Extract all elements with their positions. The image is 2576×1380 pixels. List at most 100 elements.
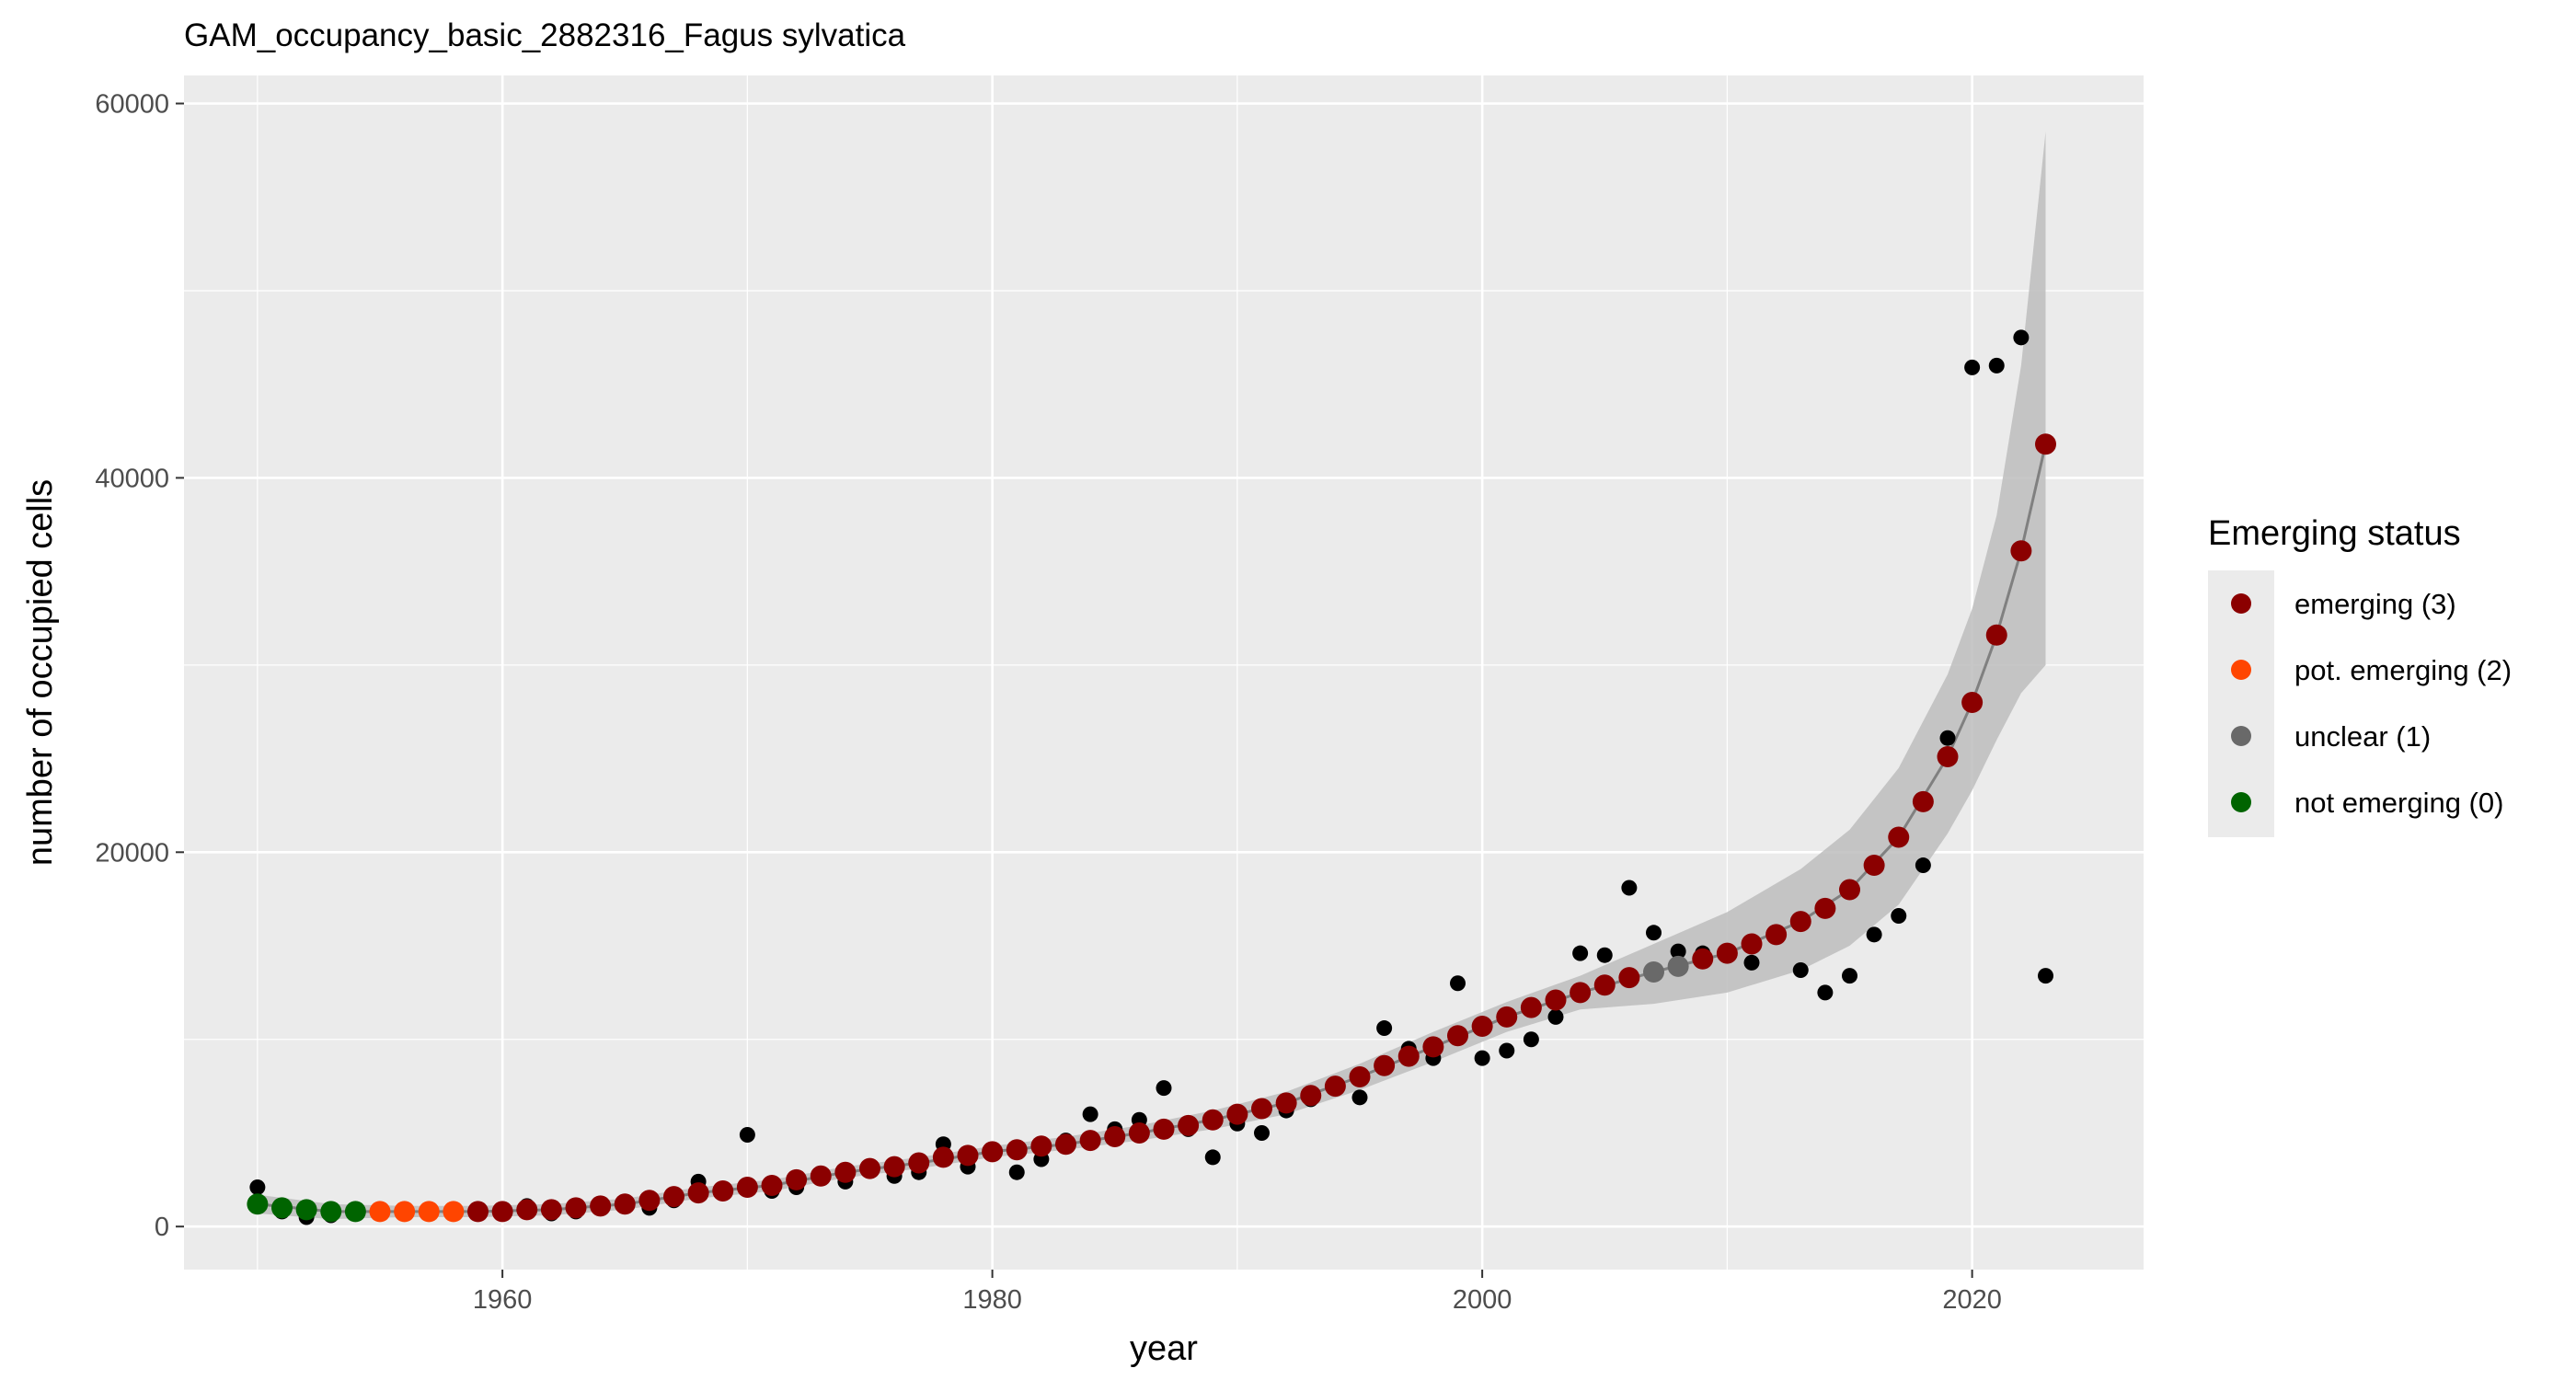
fitted-point — [1716, 942, 1738, 964]
fitted-point — [1667, 955, 1689, 977]
y-axis-title: number of occupied cells — [21, 479, 60, 866]
fitted-point — [1937, 746, 1959, 768]
observed-point — [1646, 925, 1662, 941]
y-tick-label: 20000 — [95, 838, 169, 868]
observed-point — [1156, 1080, 1172, 1097]
fitted-point — [614, 1193, 636, 1215]
fitted-point — [1789, 911, 1811, 933]
observed-point — [2013, 329, 2030, 346]
chart-title: GAM_occupancy_basic_2882316_Fagus sylvat… — [184, 17, 906, 53]
fitted-point — [418, 1201, 440, 1223]
legend-key-not-emerging — [2231, 792, 2251, 812]
fitted-point — [1496, 1006, 1518, 1028]
fitted-point — [344, 1201, 366, 1223]
fitted-point — [1104, 1126, 1126, 1148]
fitted-point — [1153, 1118, 1175, 1140]
fitted-point — [1814, 897, 1836, 919]
legend-key-emerging — [2231, 593, 2251, 614]
fitted-point — [590, 1195, 612, 1217]
observed-point — [739, 1127, 755, 1144]
fitted-point — [295, 1199, 317, 1221]
observed-point — [1376, 1020, 1393, 1037]
legend-label-not-emerging: not emerging (0) — [2294, 787, 2503, 819]
observed-point — [1891, 907, 1907, 924]
fitted-points-layer — [247, 433, 2056, 1223]
fitted-point — [1961, 692, 1984, 714]
fitted-point — [1324, 1075, 1346, 1098]
fitted-point — [540, 1199, 562, 1221]
legend-label-unclear: unclear (1) — [2294, 720, 2431, 753]
fitted-point — [810, 1165, 832, 1187]
observed-point — [1915, 857, 1931, 874]
fitted-point — [1397, 1045, 1420, 1067]
fitted-point — [1030, 1135, 1052, 1157]
fitted-point — [1985, 624, 2007, 646]
observed-point — [1792, 961, 1809, 978]
observed-point — [1988, 357, 2005, 374]
fitted-point — [761, 1174, 783, 1196]
fitted-point — [1863, 855, 1885, 877]
fitted-point — [247, 1193, 269, 1215]
observed-point — [1621, 880, 1638, 896]
legend-title: Emerging status — [2208, 514, 2461, 553]
y-tick-label: 0 — [155, 1213, 169, 1242]
observed-point — [1964, 359, 1981, 375]
fitted-point — [2035, 433, 2056, 455]
plot-panel — [184, 75, 2144, 1270]
fitted-point — [1251, 1098, 1272, 1120]
observed-point — [1866, 926, 1882, 943]
axes: 1960 1980 2000 2020 0 20000 40000 60000 — [95, 90, 2002, 1315]
observed-point — [1082, 1106, 1098, 1122]
observed-point — [1254, 1124, 1270, 1141]
fitted-point — [1128, 1121, 1150, 1144]
x-tick-label: 2000 — [1453, 1285, 1512, 1315]
fitted-point — [1447, 1025, 1468, 1047]
fitted-point — [638, 1190, 661, 1212]
observed-point — [1939, 730, 1956, 746]
fitted-point — [1374, 1054, 1396, 1076]
fitted-point — [1349, 1065, 1371, 1087]
observed-point — [1523, 1031, 1539, 1048]
fitted-point — [932, 1146, 954, 1168]
observed-point — [1572, 945, 1589, 961]
fitted-point — [786, 1168, 808, 1190]
fitted-point — [859, 1157, 880, 1179]
observed-point — [1499, 1042, 1515, 1059]
fitted-point — [834, 1161, 857, 1183]
fitted-point — [1888, 826, 1910, 848]
observed-point — [1817, 984, 1834, 1001]
fitted-point — [1618, 967, 1640, 989]
fitted-point — [1570, 982, 1592, 1004]
observed-point — [1204, 1149, 1221, 1166]
observed-point — [1670, 943, 1686, 960]
legend-key-pot-emerging — [2231, 660, 2251, 680]
fitted-point — [320, 1201, 342, 1223]
fitted-point — [1422, 1036, 1444, 1058]
fitted-point — [663, 1186, 684, 1208]
fitted-point — [883, 1156, 905, 1178]
fitted-point — [1300, 1085, 1322, 1107]
observed-point — [249, 1179, 266, 1195]
fitted-point — [1520, 996, 1542, 1018]
observed-point — [1351, 1089, 1368, 1106]
fitted-point — [1839, 879, 1860, 901]
fitted-point — [1741, 933, 1763, 955]
x-tick-label: 1980 — [962, 1285, 1022, 1315]
y-tick-label: 40000 — [95, 464, 169, 493]
fitted-point — [1055, 1133, 1076, 1156]
fitted-point — [687, 1182, 709, 1204]
fitted-point — [1643, 961, 1664, 983]
fitted-point — [1692, 948, 1714, 970]
fitted-point — [1471, 1016, 1493, 1038]
fitted-point — [1593, 974, 1616, 996]
legend-label-emerging: emerging (3) — [2294, 588, 2456, 620]
observed-point — [1008, 1164, 1025, 1180]
fitted-point — [908, 1152, 930, 1174]
observed-point — [1596, 947, 1613, 963]
fitted-point — [1079, 1130, 1101, 1152]
fitted-point — [1006, 1139, 1028, 1161]
fitted-point — [736, 1176, 758, 1198]
fitted-point — [369, 1201, 391, 1223]
legend-label-pot-emerging: pot. emerging (2) — [2294, 654, 2512, 686]
